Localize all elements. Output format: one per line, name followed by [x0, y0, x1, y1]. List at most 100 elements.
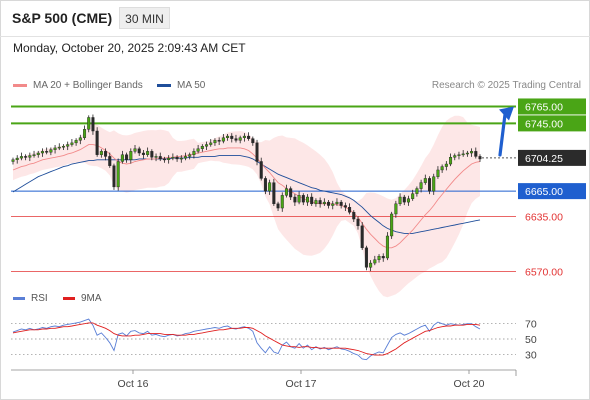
candle-41 — [183, 152, 187, 161]
candle-body — [428, 178, 432, 192]
candle-body — [53, 147, 57, 150]
candle-body — [158, 156, 162, 160]
candle-88 — [381, 253, 385, 262]
candle-body — [263, 178, 267, 192]
candle-108 — [465, 150, 469, 157]
candle-body — [15, 157, 19, 160]
candle-99 — [428, 176, 432, 195]
candle-body — [449, 157, 453, 165]
candle-body — [32, 154, 36, 156]
candle-body — [36, 152, 40, 155]
candle-body — [183, 156, 187, 159]
candle-59 — [259, 157, 263, 181]
candle-body — [226, 135, 230, 138]
candle-91 — [394, 200, 398, 218]
candle-51 — [226, 133, 230, 141]
candle-body — [162, 158, 166, 161]
candle-67 — [293, 194, 297, 206]
candle-body — [171, 157, 175, 159]
candle-body — [205, 144, 209, 147]
candle-13 — [66, 141, 70, 151]
candle-70 — [306, 194, 310, 206]
candle-24 — [112, 163, 116, 190]
forecast-arrow-shaft — [498, 112, 507, 157]
candle-body — [474, 151, 478, 157]
candle-body — [40, 151, 44, 154]
candle-72 — [314, 198, 318, 207]
candle-body — [276, 203, 280, 209]
candle-103 — [444, 161, 448, 171]
candle-44 — [196, 144, 200, 154]
candle-62 — [272, 178, 276, 206]
candle-0 — [11, 157, 15, 165]
candle-92 — [398, 193, 402, 206]
candle-body — [141, 152, 145, 155]
price-level-tag-1 — [518, 115, 586, 132]
candle-body — [11, 159, 15, 162]
candle-body — [120, 154, 124, 162]
candle-body — [406, 198, 410, 203]
candle-82 — [356, 216, 360, 230]
candle-body — [331, 203, 335, 206]
candle-10 — [53, 144, 57, 154]
candle-3 — [24, 154, 28, 161]
candle-body — [24, 156, 28, 158]
candle-body — [83, 129, 87, 138]
candle-body — [213, 140, 217, 144]
candle-body — [259, 161, 263, 179]
candle-body — [343, 205, 347, 208]
candle-body — [373, 259, 377, 264]
candle-body — [242, 135, 246, 138]
candle-21 — [99, 149, 103, 158]
candle-body — [91, 117, 95, 132]
candle-body — [297, 195, 301, 203]
candle-68 — [297, 191, 301, 205]
legend-rsi: RSI — [13, 293, 48, 304]
candle-body — [125, 154, 129, 160]
candle-37 — [167, 155, 171, 164]
candle-body — [385, 235, 389, 259]
candle-body — [293, 196, 297, 203]
candle-23 — [108, 152, 112, 168]
candle-29 — [133, 144, 137, 154]
candle-110 — [474, 147, 478, 159]
candle-39 — [175, 155, 179, 162]
candle-71 — [310, 193, 314, 206]
last-price-label: 6704.25 — [525, 153, 563, 165]
legend-rsi-label: RSI — [31, 293, 48, 304]
candle-body — [49, 149, 53, 153]
candle-body — [339, 201, 343, 206]
candle-38 — [171, 153, 175, 161]
forecast-arrow-head — [499, 106, 514, 121]
last-price-tag — [518, 149, 586, 166]
candle-body — [377, 256, 381, 260]
rsi-series-1 — [12, 322, 481, 356]
candle-body — [133, 148, 137, 152]
candle-106 — [457, 151, 461, 160]
candle-80 — [348, 203, 352, 215]
candle-body — [318, 200, 322, 205]
price-level-tag-3 — [518, 183, 586, 200]
candle-body — [221, 137, 225, 142]
candle-body — [364, 247, 368, 268]
candle-body — [478, 156, 482, 160]
candle-45 — [200, 144, 204, 152]
candle-body — [154, 156, 158, 158]
candle-33 — [150, 149, 154, 161]
candle-body — [470, 151, 474, 154]
candle-body — [255, 142, 259, 162]
candle-body — [314, 200, 318, 205]
candle-50 — [221, 133, 225, 144]
price-level-label-3: 6665.00 — [525, 186, 563, 198]
legend-9ma-label: 9MA — [81, 293, 102, 304]
candle-4 — [28, 152, 32, 162]
candle-96 — [415, 186, 419, 197]
candle-48 — [213, 138, 217, 146]
timeframe-button[interactable]: 30 MIN — [119, 7, 170, 29]
candle-body — [45, 151, 49, 153]
candle-body — [465, 152, 469, 155]
candle-body — [440, 166, 444, 171]
candle-60 — [263, 176, 267, 195]
candle-102 — [440, 164, 444, 173]
x-tick-label-0: Oct 16 — [118, 378, 149, 390]
